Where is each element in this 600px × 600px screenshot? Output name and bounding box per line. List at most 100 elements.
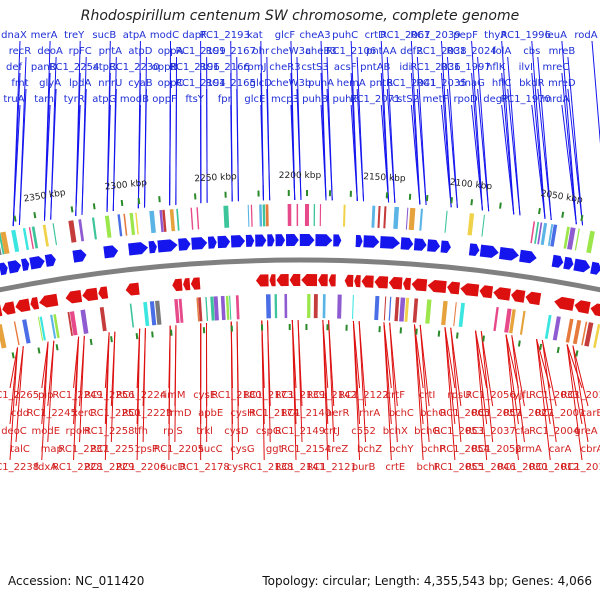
gene-label: RC1_2037 [466,426,516,437]
reverse-gene-arrow [39,293,59,308]
forward-gene-arrow [72,249,87,263]
gene-label-line [561,104,577,225]
tick-mark [137,198,141,205]
tick-mark [55,344,59,351]
gene-label: carB [581,408,600,419]
gene-label: RC1_2251 [90,444,140,455]
forward-gene-arrow [479,244,499,258]
feature-band [198,297,203,322]
gene-label-line [267,320,271,443]
gene-label: RC1_2265 [0,390,39,401]
gene-label-line [531,72,546,220]
feature-band [284,294,288,319]
tick-mark [151,331,154,338]
gene-label-line [112,88,117,212]
gene-label: RC1_2142 [307,390,357,401]
reverse-gene-arrow [98,286,109,300]
tick-mark [575,350,579,357]
gene-label: mreC [543,62,570,73]
gene-label-line [480,331,494,407]
feature-band [404,297,410,322]
feature-band [0,232,5,255]
feature-band [149,210,156,234]
feature-band [383,296,387,321]
gene-label-line [561,40,577,225]
feature-band [176,208,180,231]
gene-label: hflC [492,78,512,89]
gene-label-line [356,88,365,202]
gene-label-line [320,104,327,201]
gene-label-line [444,327,456,389]
gene-label: cysE [193,390,216,401]
feature-band [223,205,230,228]
forward-gene-arrow [21,258,30,272]
gene-label: RC1_2238 [0,462,39,473]
gene-label: cheR3 [269,62,300,73]
gene-label-line [511,335,525,443]
feature-band [42,224,49,247]
feature-band [481,214,485,237]
gene-label-line [296,88,302,201]
gene-label-line [566,344,583,389]
gene-label: RC1_2138 [243,462,293,473]
gene-label-line [326,88,333,201]
gene-label: lpdA [69,78,91,89]
gene-label-line [475,330,488,389]
feature-band [149,301,157,326]
gene-label: RC1_2036 [410,62,460,73]
feature-band [178,298,184,323]
forward-gene-arrow [7,260,22,274]
feature-band [50,314,57,339]
gene-label-line [389,322,398,443]
gene-label: hflK [486,62,506,73]
tick-mark [92,203,96,210]
feature-band [296,204,299,227]
gene-label: RC1_2165 [206,78,256,89]
tick-mark [110,336,113,343]
feature-band [337,294,342,319]
feature-band [162,209,167,232]
gene-label: RC1_2057 [472,408,522,419]
gene-label-line [536,339,551,425]
gene-label-line [236,88,239,202]
gene-label: rplS [163,426,183,437]
gene-label-line [505,334,519,461]
gene-label: cheW3a [271,46,311,57]
tick-mark [561,211,565,218]
feature-band [509,309,516,334]
forward-gene-arrow [299,234,315,247]
gene-label: atpC [93,62,116,73]
gene-label: RC1_2065 [440,408,490,419]
reverse-gene-arrow [354,275,361,288]
feature-band [419,208,424,231]
feature-band [0,231,10,255]
gene-label: RC1_2139 [275,390,325,401]
feature-band [91,217,97,240]
feature-band [265,204,269,227]
feature-band [458,302,465,327]
feature-band [262,204,266,227]
feature-band [307,294,311,319]
gene-label: RC1_2173 [243,390,293,401]
gene-label: bchP [421,444,445,455]
gene-label: pntB [370,78,394,89]
forward-gene-arrow [128,242,149,256]
gene-label: cstS2 [392,94,419,105]
forward-gene-arrow [44,253,56,267]
tick-mark [517,340,521,347]
feature-band [394,297,400,322]
gene-label-line [386,88,396,203]
gene-label-line [104,332,110,461]
gene-label: dnaG [458,78,485,89]
reverse-gene-arrow [447,281,461,295]
gene-label: sucC [199,444,223,455]
feature-band [0,246,2,256]
reverse-gene-arrow [554,296,575,311]
gene-label: dnaX [1,30,27,41]
gene-label: cysH [230,408,254,419]
feature-band [393,206,400,230]
gene-label: cbrA [581,444,600,455]
gene-label-line [450,327,462,407]
gene-label-line [567,56,584,226]
feature-band [69,311,78,336]
